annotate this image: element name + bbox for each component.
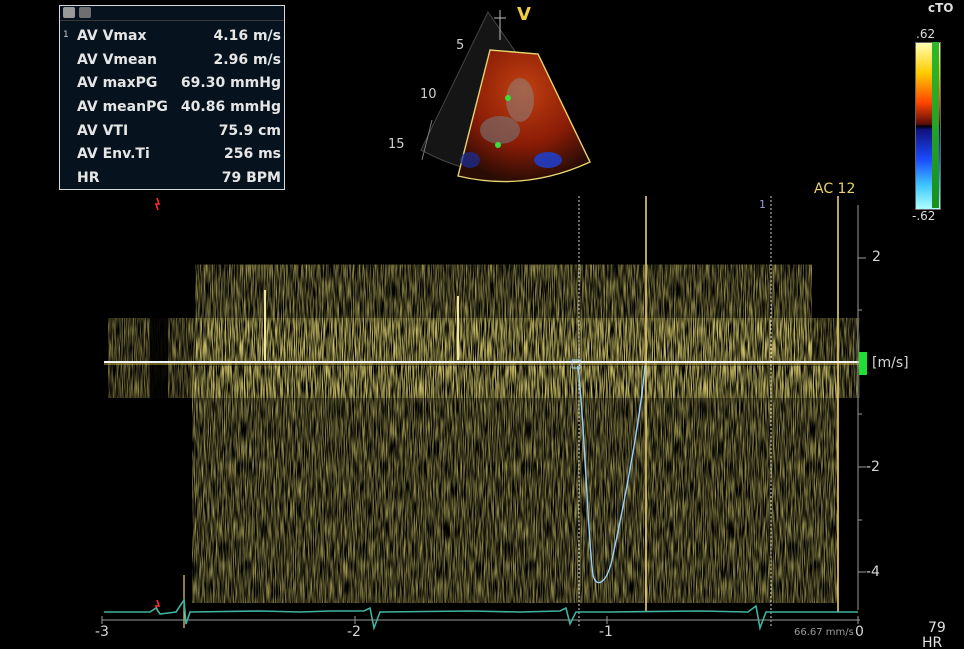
ac-label: AC 12 bbox=[814, 181, 856, 197]
measurement-row-vmean: AV Vmean 2.96 m/s bbox=[60, 48, 284, 72]
heart-rate-label: HR bbox=[922, 635, 943, 649]
y-axis bbox=[857, 205, 866, 610]
caliper-icon[interactable] bbox=[79, 7, 91, 18]
measurement-row-vti: AV VTI 75.9 cm bbox=[60, 119, 284, 143]
y-tick-label: -2 bbox=[866, 459, 880, 475]
vti-trace bbox=[577, 365, 646, 584]
measurement-panel: 1 AV Vmax 4.16 m/s AV Vmean 2.96 m/s AV … bbox=[59, 5, 285, 190]
color-bar-max: .62 bbox=[916, 27, 936, 41]
measurement-label: AV Vmax bbox=[77, 28, 147, 44]
measurement-row-maxpg: AV maxPG 69.30 mmHg bbox=[60, 71, 284, 95]
measurement-row-envti: AV Env.Ti 256 ms bbox=[60, 142, 284, 166]
cursor-lines bbox=[183, 196, 839, 628]
measurement-panel-header bbox=[60, 6, 284, 21]
measurement-row-hr: HR 79 BPM bbox=[60, 166, 284, 190]
measurement-index: 1 bbox=[63, 30, 69, 40]
measurement-value: 4.16 m/s bbox=[213, 28, 281, 44]
measurement-label: HR bbox=[77, 170, 100, 187]
measurement-label: AV meanPG bbox=[77, 99, 168, 116]
measurement-value: 40.86 mmHg bbox=[180, 99, 281, 116]
measurement-value: 2.96 m/s bbox=[213, 51, 281, 68]
measurement-value: 79 BPM bbox=[221, 170, 281, 187]
measurement-value: 75.9 cm bbox=[218, 122, 281, 139]
measurement-label: AV maxPG bbox=[77, 75, 158, 92]
measurement-label: AV Env.Ti bbox=[77, 146, 150, 163]
doppler-spectrum bbox=[108, 196, 860, 606]
ecg-trace bbox=[104, 597, 858, 631]
record-icon[interactable] bbox=[63, 7, 75, 18]
x-tick-label: 0 bbox=[855, 624, 864, 640]
sweep-speed: 66.67 mm/s bbox=[794, 627, 854, 638]
sector-orientation-marker: V bbox=[517, 4, 531, 25]
x-axis bbox=[101, 616, 860, 624]
depth-label: 15 bbox=[388, 137, 405, 152]
x-tick-label: -2 bbox=[347, 624, 361, 640]
baseline-handle[interactable] bbox=[859, 352, 867, 375]
heart-rate-value: 79 bbox=[928, 620, 946, 636]
measurement-row-vmax: 1 AV Vmax 4.16 m/s bbox=[60, 24, 284, 48]
x-tick-label: -1 bbox=[599, 624, 613, 640]
depth-label: 5 bbox=[456, 38, 465, 53]
x-tick-label: -3 bbox=[95, 624, 109, 640]
measurement-label: AV Vmean bbox=[77, 51, 157, 68]
measurement-value: 69.30 mmHg bbox=[180, 75, 281, 92]
depth-label: 10 bbox=[420, 87, 437, 102]
color-bar-green-band bbox=[932, 42, 939, 208]
velocity-unit: [m/s] bbox=[872, 355, 909, 371]
cycle-marker: 1 bbox=[759, 198, 766, 211]
measurement-label: AV VTI bbox=[77, 122, 129, 139]
measurement-value: 256 ms bbox=[223, 146, 281, 163]
trigger-marker-icon bbox=[154, 197, 161, 211]
sector-image bbox=[420, 10, 591, 183]
measurement-row-meanpg: AV meanPG 40.86 mmHg bbox=[60, 95, 284, 119]
color-bar-min: -.62 bbox=[912, 209, 936, 223]
y-tick-label: 2 bbox=[872, 249, 881, 265]
y-tick-label: -4 bbox=[866, 564, 880, 580]
color-bar-title: cTO bbox=[928, 1, 954, 15]
